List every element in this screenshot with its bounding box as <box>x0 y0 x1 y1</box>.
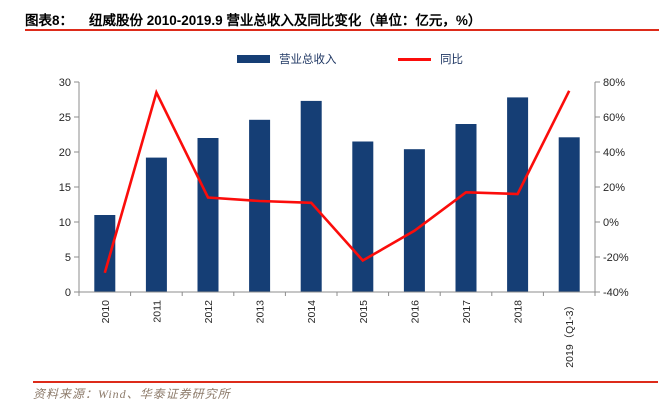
yoy-line-swatch-icon <box>398 57 431 61</box>
bar-2019（Q1-3） <box>558 137 580 292</box>
right-axis-label: -40% <box>603 287 629 299</box>
right-axis-label: 80% <box>603 77 625 89</box>
bar-2012 <box>197 138 219 292</box>
right-axis-label: 0% <box>603 217 619 229</box>
title-underline <box>25 29 659 31</box>
right-axis-label: 40% <box>603 147 625 159</box>
right-axis-label: 60% <box>603 112 625 124</box>
left-axis-label: 25 <box>59 112 71 124</box>
bar-2011 <box>145 157 167 292</box>
x-axis-label: 2012 <box>203 300 215 324</box>
x-axis-label: 2019（Q1-3） <box>564 300 576 368</box>
legend-label-revenue: 营业总收入 <box>279 54 337 66</box>
x-axis-label: 2010 <box>100 300 112 324</box>
x-axis-label: 2014 <box>306 300 318 324</box>
legend-item-yoy: 同比 <box>398 52 463 66</box>
left-axis-label: 0 <box>65 287 71 299</box>
bar-2015 <box>352 141 374 292</box>
left-axis-label: 10 <box>59 217 71 229</box>
figure-title: 纽威股份 2010-2019.9 营业总收入及同比变化（单位：亿元，%） <box>89 13 482 28</box>
figure-header: 图表8： 纽威股份 2010-2019.9 营业总收入及同比变化（单位：亿元，%… <box>25 9 481 29</box>
bar-2014 <box>300 100 322 293</box>
x-axis-label: 2015 <box>358 300 370 324</box>
bar-2013 <box>249 119 271 292</box>
legend-label-yoy: 同比 <box>440 54 463 66</box>
figure-label: 图表8： <box>25 13 74 28</box>
right-axis-label: -20% <box>603 252 629 264</box>
x-axis-label: 2017 <box>461 300 473 324</box>
bar-2016 <box>403 149 425 292</box>
yoy-line <box>103 88 571 274</box>
left-axis-label: 15 <box>59 182 71 194</box>
x-axis-label: 2016 <box>409 300 421 324</box>
x-axis-label: 2011 <box>151 300 163 323</box>
footer-rule <box>33 381 658 383</box>
bar-2010 <box>94 215 116 292</box>
bar-2017 <box>455 124 477 292</box>
right-axis-label: 20% <box>603 182 625 194</box>
x-axis-label: 2018 <box>513 300 525 324</box>
source-note: 资料来源：Wind、华泰证券研究所 <box>33 387 231 401</box>
left-axis-label: 5 <box>65 252 71 264</box>
revenue-bar-swatch-icon <box>237 55 270 63</box>
x-axis-label: 2013 <box>255 300 267 324</box>
left-axis-label: 20 <box>59 147 71 159</box>
legend-item-revenue: 营业总收入 <box>237 52 337 66</box>
left-axis-label: 30 <box>59 77 71 89</box>
